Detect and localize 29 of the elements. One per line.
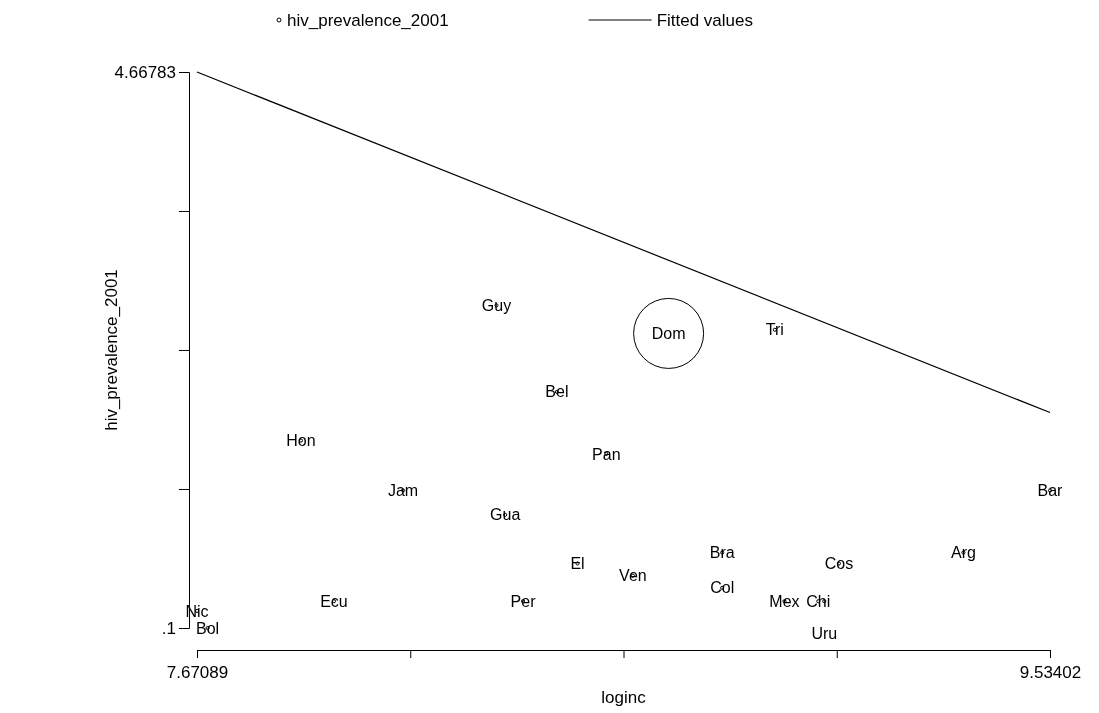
legend-label: Fitted values (656, 11, 754, 30)
annotation: Bar (1037, 482, 1064, 500)
annotation: El (570, 555, 585, 573)
annotation: Jam (387, 482, 419, 500)
annotation: Ven (619, 567, 647, 585)
y-tick-label: 4.66783 (114, 62, 176, 82)
annotation: Guy (481, 297, 512, 315)
annotation: Uru (811, 624, 838, 642)
annotation: Cos (824, 555, 854, 573)
annotation: Gua (490, 506, 521, 524)
annotation: Tri (765, 321, 784, 339)
annotation: Chi (806, 592, 831, 610)
x-axis-title: loginc (601, 688, 647, 707)
annotation: Per (510, 592, 537, 610)
annotation: Pan (592, 445, 621, 463)
x-tick-label: 7.67089 (166, 663, 229, 682)
x-tick-label: 9.53402 (1019, 663, 1082, 682)
y-axis-title: hiv_prevalence_2001 (102, 269, 121, 431)
annotation: Bel (545, 383, 569, 401)
annotation: Dom (651, 325, 686, 343)
y-tick-label: .1 (161, 618, 176, 638)
annotation: Bol (196, 619, 220, 637)
annotation: Bra (709, 544, 735, 562)
annotation: Col (710, 579, 735, 597)
annotation: Ecu (320, 592, 348, 610)
annotation: Mex (769, 592, 800, 610)
legend-label: hiv_prevalence_2001 (287, 11, 449, 30)
annotation: Hon (286, 432, 316, 450)
annotation: Arg (951, 544, 976, 562)
